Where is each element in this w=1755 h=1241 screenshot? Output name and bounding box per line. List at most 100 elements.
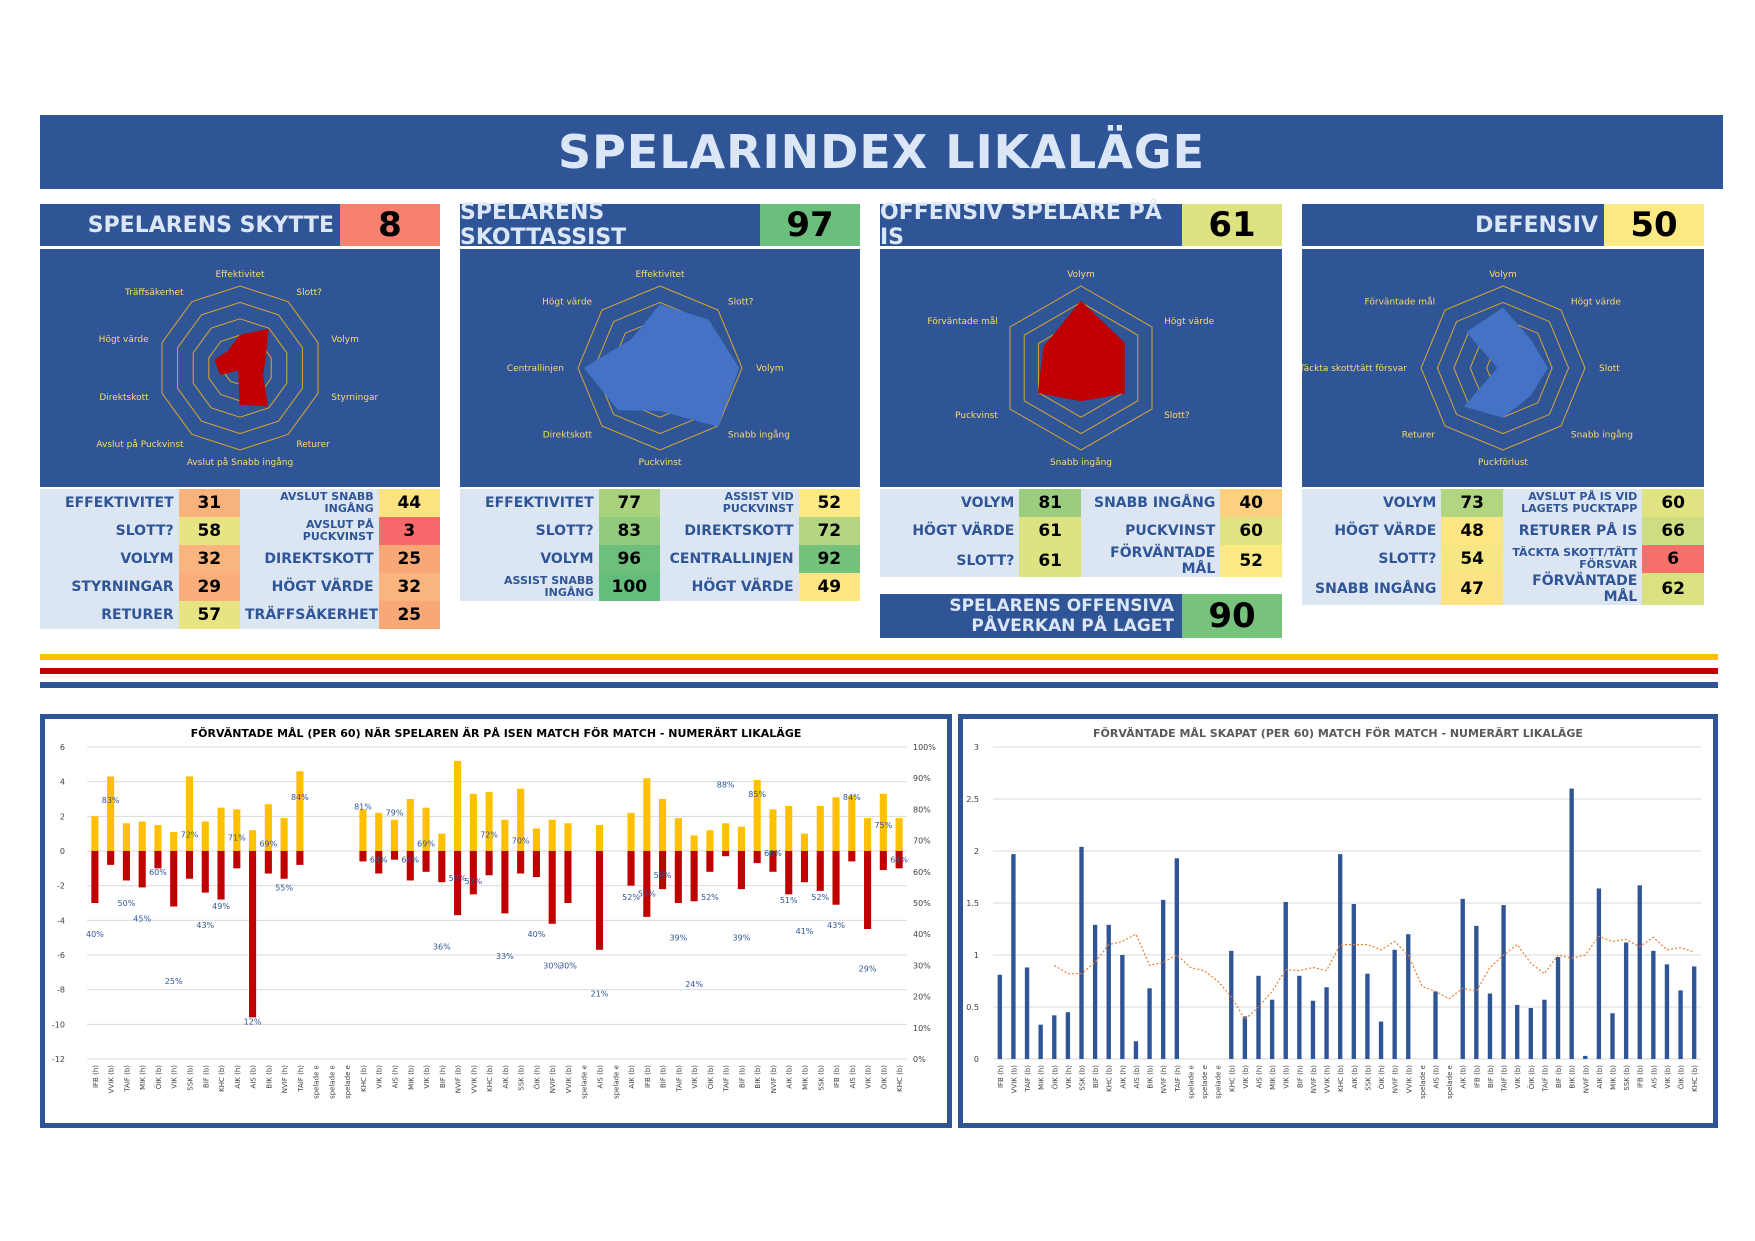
y-tick-label: 0.5 [966,1003,979,1012]
metric-row: RETURER 57 TRÄFFSÄKERHET 25 [40,601,440,629]
bar [233,851,241,869]
bar [217,851,225,900]
bar [753,851,761,864]
metric-label: AVSLUT PÅ PUCKVINST [239,517,379,545]
x-tick-label: KHC (b) [486,1065,494,1092]
x-tick-label: NVIF (b) [1582,1065,1590,1094]
pct-label: 64% [890,855,908,864]
radar-data-area [214,328,269,407]
x-tick-label: SSK (b) [817,1065,825,1091]
y2-tick-label: 20% [913,993,931,1002]
y2-tick-label: 0% [913,1055,926,1064]
radar-grid-ring [1009,285,1153,451]
pct-label: 43% [196,921,214,930]
radar-axis-label: Returer [1402,431,1436,441]
radar-axis-label: Slott? [296,288,322,298]
x-tick-label: SSK (b) [518,1065,526,1091]
pct-label: 43% [827,921,845,930]
x-tick-label: ÖIK (b) [706,1065,715,1090]
metric-value: 100 [598,573,660,601]
metric-row: EFFEKTIVITET 77 ASSIST VID PUCKVINST 52 [460,489,860,517]
pct-label: 72% [480,830,498,839]
bar [1242,1016,1248,1059]
bar [706,851,714,872]
y-tick-label: 2.5 [966,795,979,804]
metric-value: 61 [1019,545,1081,577]
y-tick-label: 1 [974,951,979,960]
y-tick-label: -6 [57,951,65,960]
y-tick-label: -2 [57,882,65,891]
x-tick-label: ÖIK (h) [532,1065,541,1090]
metric-value: 49 [798,573,860,601]
x-tick-label: KHC (b) [896,1065,904,1092]
x-tick-label: IFB (h) [997,1065,1005,1088]
x-tick-label: IFB (b) [833,1065,841,1088]
bar [1147,988,1152,1059]
pct-label: 60% [149,868,167,877]
x-tick-label: AIS (b) [849,1065,857,1089]
x-tick-label: NVIF (h) [1160,1065,1168,1094]
bar [185,851,194,879]
radar-axis-label: Volym [331,335,359,345]
radar-axis-label: Snabb ingång [1571,430,1633,441]
bar [1623,942,1629,1059]
radar-axis-label: Avslut på Puckvinst [96,439,184,450]
x-tick-label: AIS (h) [1256,1065,1264,1089]
pct-label: 52% [622,893,640,902]
x-tick-label: AIK (b) [1460,1065,1468,1089]
bar [1297,975,1302,1059]
bar [627,851,635,886]
pct-label: 24% [685,980,703,989]
radar-chart-defensiv: Volym Högt värde Slott Snabb ingång Puckförl… [1302,249,1704,487]
y2-tick-label: 10% [913,1024,931,1033]
x-tick-label: KHC (b) [1337,1065,1345,1092]
metric-value: 57 [178,601,240,629]
bar [390,819,399,851]
x-tick-label: VIK (b) [423,1065,431,1089]
pct-label: 12% [244,1018,262,1027]
x-tick-label: BIF (b) [1487,1065,1495,1088]
pct-label: 84% [291,793,309,802]
x-tick-label: KHC (b) [1691,1065,1699,1092]
y2-tick-label: 30% [913,961,931,970]
bar [785,805,793,851]
bar [296,851,304,865]
x-tick-label: TAIF (b) [675,1065,683,1093]
x-tick-label: AIK (b) [502,1065,510,1089]
metric-label: SLOTT? [880,545,1020,577]
bar [1610,1013,1615,1059]
pct-label: 36% [433,943,451,952]
radar-chart-skottassist: Effektivitet Slott? Volym Snabb ingång Puckv… [460,249,860,487]
x-tick-label: spelade e [581,1065,589,1099]
x-tick-label: KHC (b) [218,1065,226,1092]
pct-label: 33% [496,952,514,961]
bar [422,807,430,851]
metric-label: PUCKVINST [1080,517,1221,545]
x-tick-label: spelade e [1446,1065,1454,1099]
metric-label: SNABB INGÅNG [1080,489,1221,517]
metric-label: SLOTT? [40,517,179,545]
bar [1269,999,1275,1059]
metric-label: HÖGT VÄRDE [239,573,379,601]
x-tick-label: NVIF (b) [549,1065,557,1094]
metrics-table-defensiv: VOLYM 73 AVSLUT PÅ IS VID LAGETS PUCKTAPP 6… [1302,489,1704,605]
bar [659,799,667,851]
bar [848,795,856,851]
metric-row: SNABB INGÅNG 47 FÖRVÄNTADE MÅL 62 [1302,573,1704,605]
bar [1678,990,1683,1059]
metric-value: 6 [1642,545,1704,573]
radar-data-area [583,304,740,427]
metric-value: 52 [798,489,860,517]
pct-label: 41% [796,927,814,936]
bar [1555,957,1561,1059]
bar [438,851,446,883]
bar [249,830,257,851]
section-header-skottassist: SPELARENS SKOTTASSIST [460,200,760,250]
x-tick-label: VVIK (b) [108,1065,116,1094]
bar [879,793,887,851]
bar [595,851,604,950]
bar [643,778,651,851]
x-tick-label: AIK (b) [786,1065,794,1089]
radar-axis-label: Effektivitet [635,270,685,280]
pct-label: 40% [86,930,104,939]
